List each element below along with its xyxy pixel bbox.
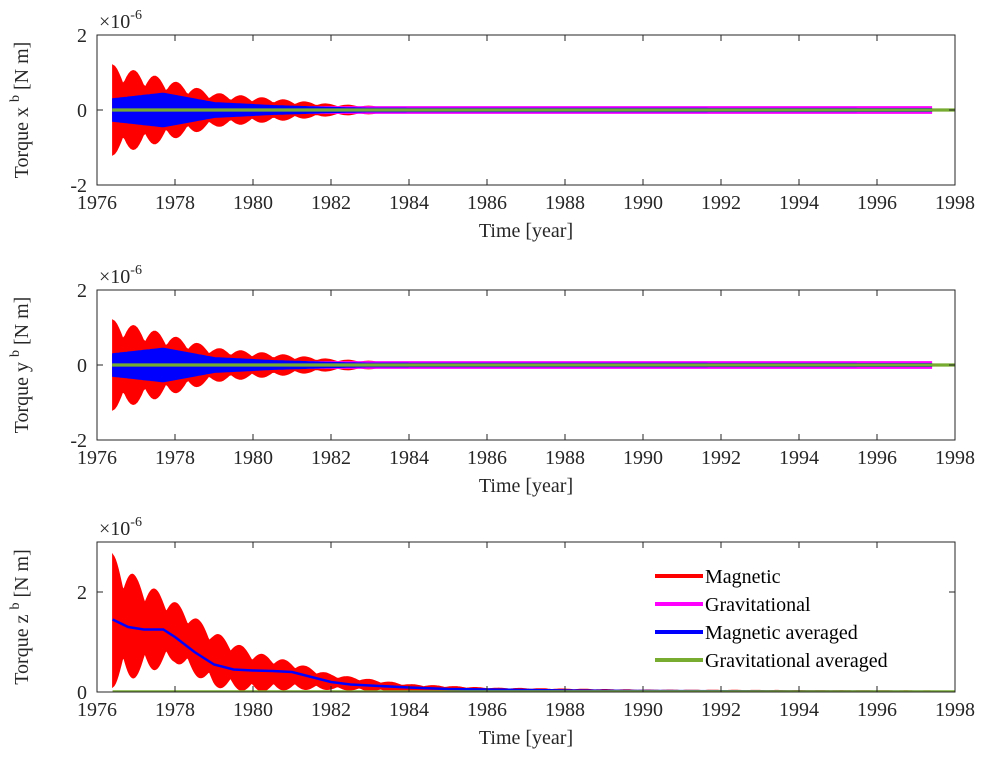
xtick-label: 1998 (935, 447, 975, 469)
legend-label-magnetic-averaged: Magnetic averaged (705, 622, 858, 644)
ytick-label: 0 (77, 682, 87, 704)
ytick-label: 0 (77, 100, 87, 122)
subplot-x: 1976 1978 1980 1982 1984 1986 1988 1990 1992 1994… (8, 8, 975, 242)
ytick-label: -2 (70, 175, 87, 197)
xtick-label: 1984 (389, 447, 429, 469)
subplot-z: 1976 1978 1980 1982 1984 1986 1988 1990 1992 1994… (8, 515, 975, 749)
y-axis-label-x: Torque x b [N m] (8, 42, 33, 179)
xtick-label: 1984 (389, 192, 429, 214)
xtick-label: 1990 (623, 699, 663, 721)
xtick-label: 1990 (623, 192, 663, 214)
ytick-label: 2 (77, 582, 87, 604)
xtick-label: 1992 (701, 699, 741, 721)
xtick-label: 1982 (311, 699, 351, 721)
series-gravitational-averaged-y (112, 363, 955, 367)
xtick-label: 1992 (701, 192, 741, 214)
xtick-label: 1996 (857, 447, 897, 469)
x-axis-label-z: Time [year] (479, 727, 573, 749)
ytick-label: 2 (77, 280, 87, 302)
y-axis-label-z: Torque z b [N m] (8, 549, 33, 685)
axes-box-z (96, 541, 956, 693)
xtick-label: 1996 (857, 699, 897, 721)
xtick-label: 1980 (233, 699, 273, 721)
xtick-label: 1980 (233, 192, 273, 214)
xtick-label: 1984 (389, 699, 429, 721)
xtick-label: 1992 (701, 447, 741, 469)
y-exponent-y: ×10-6 (99, 263, 142, 288)
xtick-label: 1986 (467, 699, 507, 721)
xtick-label: 1986 (467, 447, 507, 469)
xtick-label: 1998 (935, 192, 975, 214)
xtick-label: 1982 (311, 192, 351, 214)
xtick-label: 1978 (155, 699, 195, 721)
ytick-label: -2 (70, 430, 87, 452)
xtick-label: 1976 (77, 447, 117, 469)
x-axis-label-x: Time [year] (479, 220, 573, 242)
xtick-label: 1994 (779, 192, 819, 214)
legend-label-gravitational-averaged: Gravitational averaged (705, 650, 888, 672)
xtick-label: 1978 (155, 192, 195, 214)
xtick-label: 1982 (311, 447, 351, 469)
xtick-label: 1990 (623, 447, 663, 469)
legend: Magnetic Gravitational Magnetic averaged Gr… (655, 566, 888, 672)
xtick-label: 1980 (233, 447, 273, 469)
xtick-label: 1988 (545, 447, 585, 469)
xtick-label: 1994 (779, 447, 819, 469)
ytick-label: 0 (77, 355, 87, 377)
y-exponent-x: ×10-6 (99, 8, 142, 33)
x-axis-label-y: Time [year] (479, 475, 573, 497)
xtick-label: 1976 (77, 699, 117, 721)
y-exponent-z: ×10-6 (99, 515, 142, 540)
xtick-label: 1996 (857, 192, 897, 214)
plot-area-y (112, 319, 955, 411)
xtick-label: 1994 (779, 699, 819, 721)
xtick-label: 1988 (545, 699, 585, 721)
xtick-label: 1988 (545, 192, 585, 214)
legend-label-gravitational: Gravitational (705, 594, 811, 616)
xtick-label: 1976 (77, 192, 117, 214)
xtick-label: 1986 (467, 192, 507, 214)
subplot-y: 1976 1978 1980 1982 1984 1986 1988 1990 1992 1994… (8, 263, 975, 497)
xtick-label: 1978 (155, 447, 195, 469)
series-gravitational-averaged-x (112, 108, 955, 112)
legend-label-magnetic: Magnetic (705, 566, 781, 588)
xtick-label: 1998 (935, 699, 975, 721)
plot-area-x (112, 64, 955, 156)
ytick-label: 2 (77, 25, 87, 47)
y-axis-label-y: Torque y b [N m] (8, 297, 33, 434)
